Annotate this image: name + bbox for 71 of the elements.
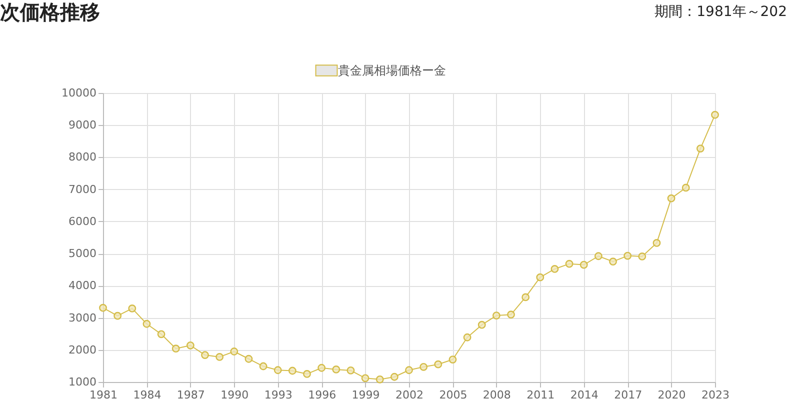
x-tick-label: 1987	[176, 388, 205, 401]
x-tick-label: 2020	[658, 388, 686, 401]
point	[463, 333, 472, 342]
point	[259, 362, 268, 370]
point	[376, 375, 384, 384]
y-tick-label: 1000	[68, 376, 96, 388]
point	[201, 351, 209, 359]
chart-title: 次価格推移	[0, 0, 100, 24]
point	[550, 265, 559, 273]
point	[507, 310, 515, 319]
x-tick-label: 1999	[352, 388, 380, 401]
legend-label: 貴金属相場価格ー金	[338, 64, 446, 78]
point	[448, 356, 457, 364]
point	[128, 304, 136, 312]
x-tick-label: 1984	[133, 388, 162, 401]
point	[682, 184, 690, 192]
point	[624, 252, 632, 260]
x-tick-label: 2023	[702, 388, 730, 401]
point	[565, 260, 574, 268]
x-tick-label: 2014	[570, 388, 598, 401]
point	[522, 293, 530, 302]
point	[609, 258, 617, 266]
x-tick-label: 1993	[264, 388, 292, 401]
y-tick-label: 8000	[68, 150, 96, 164]
point	[244, 354, 253, 363]
point	[696, 144, 704, 152]
point	[361, 374, 370, 382]
point	[580, 260, 588, 269]
point	[492, 312, 500, 320]
x-tick-label: 2005	[439, 388, 468, 401]
point	[318, 364, 326, 372]
point	[230, 348, 238, 356]
point	[667, 194, 676, 202]
point	[536, 273, 544, 282]
point	[288, 366, 296, 375]
y-tick-label: 3000	[68, 311, 96, 324]
point	[638, 252, 646, 260]
y-tick-label: 6000	[68, 214, 96, 228]
x-tick-label: 1981	[90, 388, 118, 401]
point	[478, 320, 486, 329]
point	[332, 366, 340, 374]
y-tick-label: 2000	[68, 343, 96, 356]
point	[303, 370, 311, 378]
point	[390, 372, 398, 381]
point	[157, 330, 166, 338]
chart-subtitle: 期間：1981年～202	[654, 4, 787, 20]
point	[186, 341, 194, 350]
point	[216, 353, 224, 361]
y-tick-label: 9000	[68, 118, 96, 132]
point	[274, 366, 282, 374]
x-tick-label: 1990	[220, 388, 249, 401]
point	[114, 312, 122, 320]
point	[594, 252, 602, 260]
point	[142, 320, 151, 328]
y-tick-label: 4000	[68, 279, 96, 292]
x-tick-label: 2011	[526, 388, 555, 401]
point	[420, 362, 428, 371]
point	[652, 239, 661, 247]
point	[405, 366, 413, 374]
point	[172, 344, 180, 353]
point	[434, 360, 442, 368]
y-tick-label: 5000	[68, 247, 96, 260]
x-tick-label: 2017	[614, 388, 642, 401]
x-tick-label: 1996	[308, 388, 336, 401]
y-tick-label: 7000	[68, 182, 96, 196]
x-tick-label: 2002	[396, 388, 424, 401]
point	[99, 304, 107, 312]
point	[346, 366, 355, 374]
y-tick-label: 10000	[62, 86, 96, 100]
x-tick-label: 2008	[482, 388, 511, 401]
point	[711, 110, 719, 119]
